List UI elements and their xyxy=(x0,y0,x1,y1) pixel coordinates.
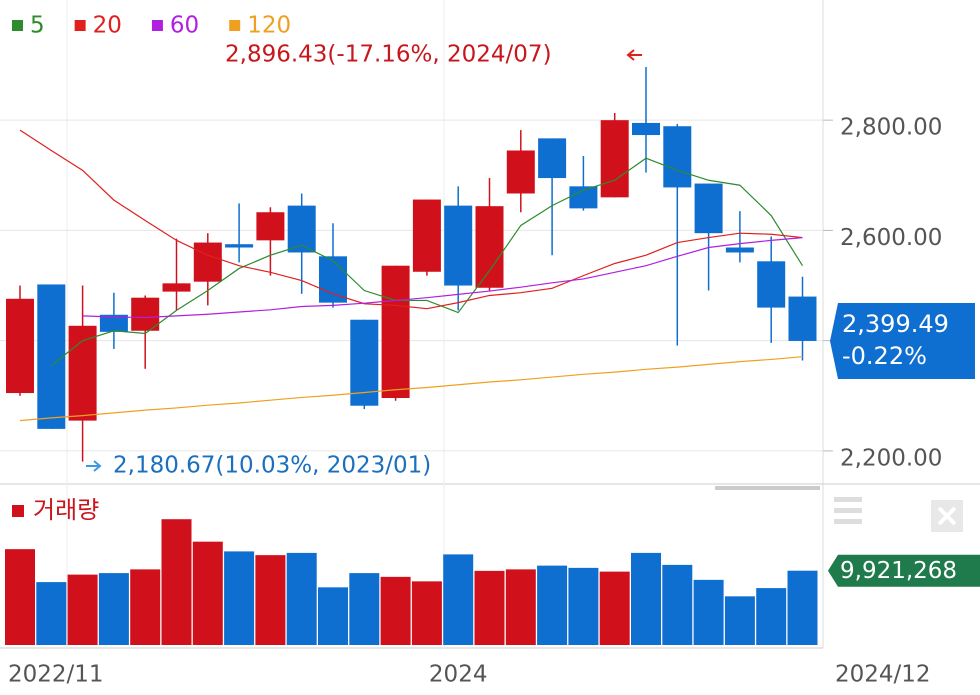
candle-body xyxy=(412,199,441,272)
legend-label: 5 xyxy=(30,13,45,39)
volume-bar xyxy=(411,581,442,645)
volume-value-label: 9,921,268 xyxy=(840,558,957,584)
candle-body xyxy=(6,298,34,394)
candle-body xyxy=(381,265,410,399)
last-price-label: 2,399.49 xyxy=(842,310,949,338)
legend-label: 60 xyxy=(170,13,199,39)
volume-bar xyxy=(5,549,35,645)
volume-bar xyxy=(505,569,536,645)
volume-bar xyxy=(662,564,693,645)
x-tick-label: 2022/11 xyxy=(8,662,104,688)
candle-body xyxy=(319,256,347,303)
volume-bar xyxy=(787,570,818,645)
volume-bar xyxy=(286,552,317,645)
high-arrow xyxy=(626,49,642,61)
low-arrow xyxy=(86,460,102,472)
legend-swatch xyxy=(151,20,163,31)
candle-body xyxy=(68,325,97,421)
low-annotation: 2,180.67(10.03%, 2023/01) xyxy=(113,453,431,479)
volume-bar xyxy=(161,519,192,645)
candle-body xyxy=(725,247,754,253)
x-tick-label: 2024/12 xyxy=(835,662,931,688)
volume-bar xyxy=(192,541,223,645)
candle-body xyxy=(193,242,222,282)
ma-line xyxy=(82,236,803,319)
volume-bar xyxy=(568,567,599,645)
candle-body xyxy=(632,122,660,136)
legend-swatch xyxy=(12,20,23,31)
volume-bar xyxy=(67,574,98,645)
volume-tag xyxy=(828,554,980,587)
candle-body xyxy=(663,126,692,188)
volume-bar xyxy=(255,555,286,645)
legend-label: 20 xyxy=(93,13,122,39)
candle-body xyxy=(506,150,535,194)
menu-icon[interactable] xyxy=(834,497,862,524)
volume-bar xyxy=(724,596,755,645)
candle-body xyxy=(162,283,191,292)
volume-title: 거래량 xyxy=(33,496,99,524)
volume-bar xyxy=(36,582,67,645)
volume-bar xyxy=(474,570,505,645)
close-button[interactable] xyxy=(931,500,963,532)
candle-body xyxy=(600,120,629,198)
legend-swatch xyxy=(74,20,86,31)
volume-legend-swatch xyxy=(12,505,24,517)
price-tag xyxy=(830,302,975,379)
candle-body xyxy=(569,186,598,209)
candle-body xyxy=(131,297,160,331)
volume-bar xyxy=(599,571,630,645)
volume-bar xyxy=(380,576,411,645)
candle-body xyxy=(694,183,723,234)
volume-bar xyxy=(98,573,129,645)
volume-bar xyxy=(224,551,255,645)
ma-line xyxy=(19,129,803,310)
candle-body xyxy=(475,206,504,288)
candle-body xyxy=(788,296,817,341)
y-tick-label: 2,800.00 xyxy=(840,115,942,141)
candle-body xyxy=(225,244,254,248)
candle-body xyxy=(256,212,285,241)
candle-body xyxy=(757,261,786,308)
volume-bar xyxy=(318,587,348,645)
candle-body xyxy=(287,205,316,253)
candle-body xyxy=(538,138,567,179)
legend-swatch xyxy=(229,20,241,31)
y-tick-label: 2,200.00 xyxy=(840,445,942,471)
volume-bar xyxy=(349,573,380,645)
candle-body xyxy=(444,205,473,286)
volume-bar xyxy=(631,552,661,645)
legend-label: 120 xyxy=(247,13,291,39)
change-label: -0.22% xyxy=(842,342,927,370)
y-tick-label: 2,600.00 xyxy=(840,225,942,251)
candle-body xyxy=(99,314,128,332)
x-tick-label: 2024 xyxy=(429,662,488,688)
candle-body xyxy=(37,284,66,429)
volume-bar xyxy=(537,565,568,645)
volume-bar xyxy=(443,554,474,645)
ma-line xyxy=(19,356,803,422)
volume-bar xyxy=(130,569,161,645)
high-annotation: 2,896.43(-17.16%, 2024/07) xyxy=(225,42,552,68)
volume-bar xyxy=(756,588,787,645)
scrollbar[interactable] xyxy=(715,486,820,490)
volume-bar xyxy=(693,579,724,645)
ma-line xyxy=(50,157,804,366)
